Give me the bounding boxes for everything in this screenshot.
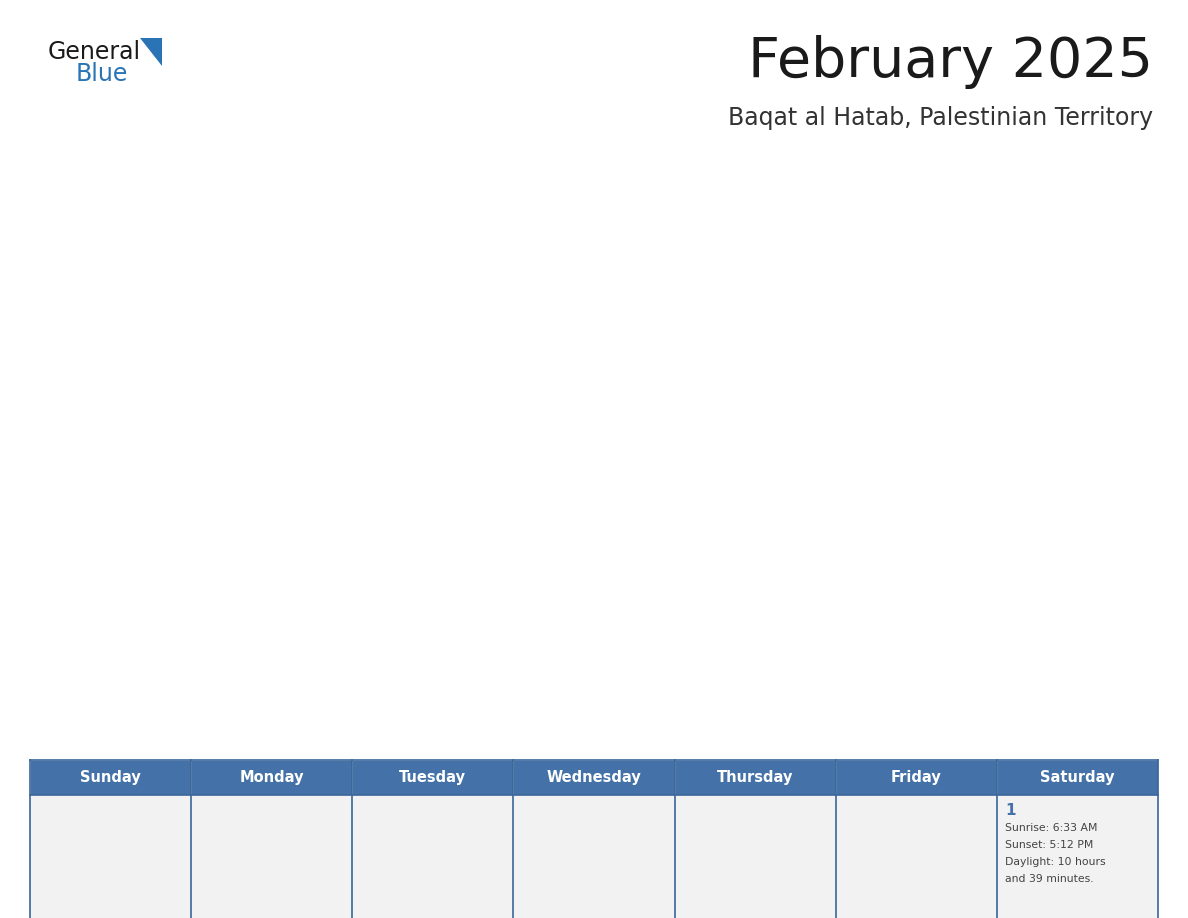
Polygon shape bbox=[140, 38, 162, 66]
Bar bbox=[191, 760, 353, 795]
Text: General: General bbox=[48, 40, 141, 64]
Bar bbox=[675, 760, 835, 795]
Bar bbox=[353, 795, 513, 918]
Bar bbox=[513, 760, 675, 795]
Text: Sunday: Sunday bbox=[81, 770, 141, 785]
Text: Tuesday: Tuesday bbox=[399, 770, 467, 785]
Bar bbox=[30, 795, 191, 918]
Text: Sunset: 5:12 PM: Sunset: 5:12 PM bbox=[1005, 840, 1093, 850]
Text: Blue: Blue bbox=[76, 62, 128, 86]
Text: Wednesday: Wednesday bbox=[546, 770, 642, 785]
Bar bbox=[835, 795, 997, 918]
Bar bbox=[513, 795, 675, 918]
Text: Daylight: 10 hours: Daylight: 10 hours bbox=[1005, 857, 1106, 867]
Text: Baqat al Hatab, Palestinian Territory: Baqat al Hatab, Palestinian Territory bbox=[728, 106, 1154, 130]
Bar bbox=[997, 795, 1158, 918]
Text: Thursday: Thursday bbox=[716, 770, 794, 785]
Bar bbox=[997, 760, 1158, 795]
Bar bbox=[675, 795, 835, 918]
Text: Saturday: Saturday bbox=[1041, 770, 1114, 785]
Text: Sunrise: 6:33 AM: Sunrise: 6:33 AM bbox=[1005, 823, 1098, 833]
Bar bbox=[835, 760, 997, 795]
Text: Monday: Monday bbox=[240, 770, 304, 785]
Text: 1: 1 bbox=[1005, 803, 1016, 818]
Text: and 39 minutes.: and 39 minutes. bbox=[1005, 874, 1093, 884]
Text: February 2025: February 2025 bbox=[748, 35, 1154, 89]
Bar bbox=[30, 760, 191, 795]
Bar bbox=[353, 760, 513, 795]
Bar bbox=[191, 795, 353, 918]
Text: Friday: Friday bbox=[891, 770, 942, 785]
